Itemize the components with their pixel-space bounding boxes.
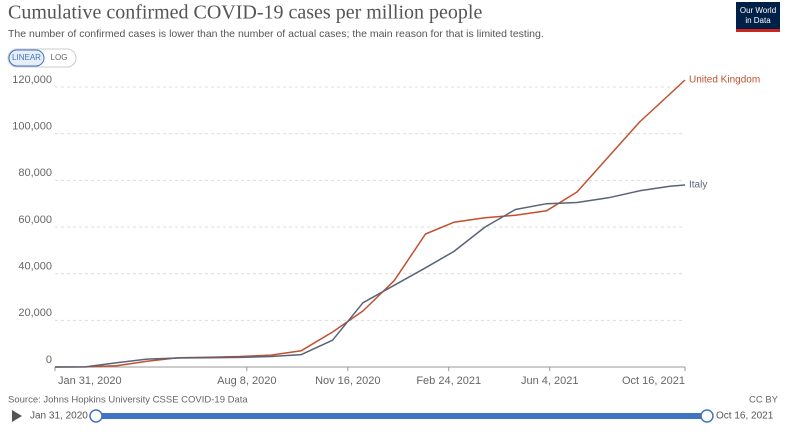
license: CC BY <box>749 395 779 406</box>
chart-subtitle: The number of confirmed cases is lower t… <box>8 28 544 40</box>
x-tick-label: Feb 24, 2021 <box>416 375 481 387</box>
linear-button[interactable] <box>8 49 45 67</box>
timeline-handle[interactable] <box>700 409 714 423</box>
series-line <box>54 79 686 368</box>
chart-title: Cumulative confirmed COVID-19 cases per … <box>8 2 482 24</box>
logo-text: Our World <box>740 6 776 15</box>
x-tick-label: Jan 31, 2020 <box>58 375 122 387</box>
timeline-track[interactable] <box>96 413 708 419</box>
y-tick-label: 120,000 <box>12 74 52 86</box>
timeline-start: Jan 31, 2020 <box>30 411 88 422</box>
y-tick-label: 80,000 <box>18 167 52 179</box>
series-line <box>54 184 686 368</box>
x-tick-label: Oct 16, 2021 <box>622 375 685 387</box>
timeline-end: Oct 16, 2021 <box>716 411 774 422</box>
linear-button-label[interactable]: LINEAR <box>12 53 41 62</box>
series-label: Italy <box>689 180 707 191</box>
x-tick-label: Nov 16, 2020 <box>315 375 380 387</box>
source: Source: Johns Hopkins University CSSE CO… <box>8 395 248 406</box>
logo-text: in Data <box>745 16 771 25</box>
series-label: United Kingdom <box>689 75 760 86</box>
y-tick-label: 100,000 <box>12 121 52 133</box>
y-tick-label: 40,000 <box>18 261 52 273</box>
x-tick-label: Jun 4, 2021 <box>521 375 579 387</box>
log-button-label[interactable]: LOG <box>51 53 68 62</box>
y-tick-label: 0 <box>46 354 52 366</box>
logo-box[interactable] <box>736 2 780 32</box>
timeline-handle[interactable] <box>89 409 103 423</box>
x-tick-label: Aug 8, 2020 <box>217 375 276 387</box>
y-tick-label: 60,000 <box>18 214 52 226</box>
y-tick-label: 20,000 <box>18 307 52 319</box>
logo-stripe <box>736 29 780 32</box>
play-button[interactable] <box>12 410 22 422</box>
